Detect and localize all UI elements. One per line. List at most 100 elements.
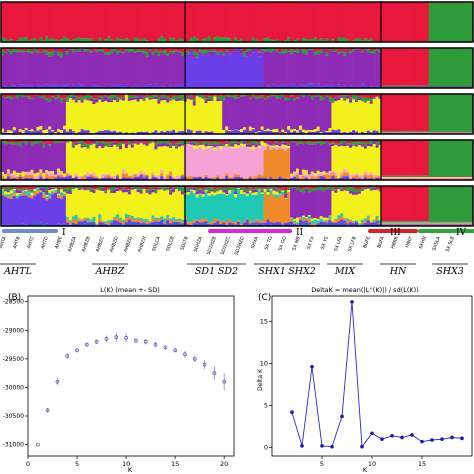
admixture-segment xyxy=(254,189,258,193)
admixture-segment xyxy=(357,96,362,98)
admixture-segment xyxy=(157,140,161,144)
admixture-segment xyxy=(219,51,223,53)
admixture-segment xyxy=(411,175,415,177)
admixture-segment xyxy=(293,130,297,134)
admixture-segment xyxy=(464,177,468,179)
admixture-segment xyxy=(343,220,347,224)
admixture-segment xyxy=(148,140,152,144)
admixture-segment xyxy=(431,178,435,180)
admixture-segment xyxy=(278,52,282,54)
admixture-segment xyxy=(434,223,438,225)
admixture-segment xyxy=(89,222,93,224)
admixture-segment xyxy=(12,187,17,189)
admixture-segment xyxy=(355,142,359,146)
admixture-segment xyxy=(411,222,415,224)
admixture-segment xyxy=(80,38,84,42)
admixture-segment xyxy=(172,50,176,54)
admixture-segment xyxy=(36,50,40,54)
admixture-segment xyxy=(419,177,424,178)
admixture-segment xyxy=(260,188,264,191)
admixture-segment xyxy=(89,191,93,193)
admixture-segment xyxy=(349,48,353,52)
admixture-segment xyxy=(405,221,409,222)
admixture-segment xyxy=(425,186,430,222)
admixture-segment xyxy=(343,2,347,38)
admixture-segment xyxy=(290,83,294,88)
admixture-segment xyxy=(15,2,19,41)
admixture-segment xyxy=(18,37,22,42)
admixture-segment xyxy=(452,2,456,43)
admixture-segment xyxy=(57,48,61,52)
admixture-segment xyxy=(414,94,418,132)
admixture-segment xyxy=(180,95,185,100)
admixture-segment xyxy=(107,186,111,189)
admixture-segment xyxy=(269,177,273,180)
admixture-segment xyxy=(186,224,191,226)
admixture-segment xyxy=(357,48,362,50)
admixture-segment xyxy=(328,216,332,219)
admixture-segment xyxy=(60,177,64,180)
admixture-segment xyxy=(296,222,300,225)
admixture-segment xyxy=(169,186,173,190)
admixture-segment xyxy=(437,186,441,222)
admixture-segment xyxy=(89,188,93,192)
admixture-segment xyxy=(366,100,371,131)
admixture-segment xyxy=(216,144,220,147)
admixture-segment xyxy=(130,49,135,52)
admixture-segment xyxy=(343,169,347,173)
panel-c-point xyxy=(300,444,304,448)
admixture-segment xyxy=(328,2,332,42)
admixture-segment xyxy=(222,146,226,148)
admixture-segment xyxy=(443,2,447,43)
admixture-segment xyxy=(80,84,84,88)
admixture-segment xyxy=(402,94,406,132)
admixture-segment xyxy=(375,130,379,134)
admixture-segment xyxy=(399,48,403,86)
admixture-segment xyxy=(310,191,314,219)
admixture-segment xyxy=(175,50,179,52)
admixture-segment xyxy=(254,98,258,133)
admixture-segment xyxy=(192,190,196,194)
admixture-segment xyxy=(192,101,196,106)
admixture-segment xyxy=(160,48,164,52)
admixture-segment xyxy=(18,51,22,85)
admixture-segment xyxy=(251,195,255,223)
admixture-segment xyxy=(452,132,456,134)
admixture-segment xyxy=(381,177,385,179)
admixture-segment xyxy=(464,131,468,133)
admixture-segment xyxy=(461,94,465,132)
admixture-segment xyxy=(225,173,229,177)
admixture-segment xyxy=(12,196,17,226)
admixture-segment xyxy=(107,174,111,176)
admixture-segment xyxy=(251,96,255,128)
admixture-segment xyxy=(470,176,474,178)
admixture-segment xyxy=(60,52,64,58)
admixture-segment xyxy=(290,173,294,176)
admixture-segment xyxy=(237,140,241,143)
admixture-segment xyxy=(198,2,202,42)
admixture-segment xyxy=(98,146,102,178)
admixture-segment xyxy=(12,85,17,88)
admixture-segment xyxy=(458,132,462,134)
admixture-segment xyxy=(189,224,194,226)
admixture-segment xyxy=(68,174,73,176)
admixture-segment xyxy=(216,96,220,99)
admixture-segment xyxy=(228,224,232,226)
admixture-segment xyxy=(169,2,173,38)
admixture-segment xyxy=(136,189,140,193)
admixture-segment xyxy=(343,100,347,133)
admixture-segment xyxy=(210,191,214,195)
admixture-segment xyxy=(189,2,194,39)
admixture-segment xyxy=(86,189,90,191)
admixture-segment xyxy=(434,131,438,133)
admixture-segment xyxy=(319,176,323,180)
admixture-segment xyxy=(355,145,359,147)
admixture-segment xyxy=(18,196,22,226)
admixture-segment xyxy=(21,141,25,142)
admixture-segment xyxy=(136,187,140,190)
admixture-segment xyxy=(467,132,471,134)
admixture-segment xyxy=(461,177,465,178)
admixture-segment xyxy=(340,191,344,214)
admixture-segment xyxy=(434,2,438,43)
admixture-segment xyxy=(27,192,31,196)
